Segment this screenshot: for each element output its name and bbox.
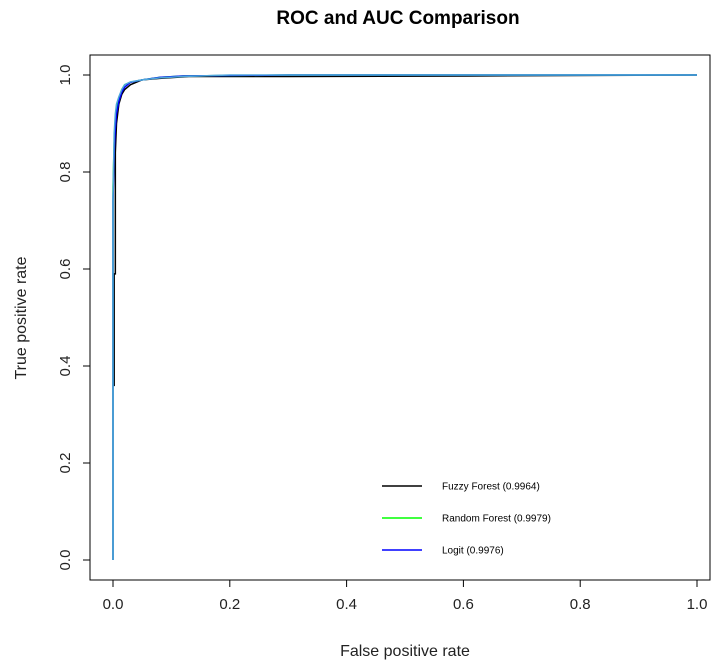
y-axis-label: True positive rate	[13, 256, 30, 379]
plot-area-border	[89, 54, 711, 581]
series-lines	[112, 74, 698, 560]
legend: Fuzzy Forest (0.9964) Random Forest (0.99…	[382, 482, 551, 557]
roc-curve-series-3	[112, 74, 697, 560]
x-axis-label: False positive rate	[340, 643, 470, 660]
y-axis: 0.0 0.2 0.4 0.6 0.8 1.0	[57, 65, 91, 571]
y-tick-label: 0.8	[57, 162, 74, 183]
legend-entry: Logit (0.9976)	[442, 546, 504, 557]
y-tick-label: 0.4	[57, 356, 74, 377]
x-tick-label: 0.0	[103, 596, 124, 613]
legend-entry: Fuzzy Forest (0.9964)	[442, 482, 540, 493]
x-tick-label: 0.6	[453, 596, 474, 613]
x-axis: 0.0 0.2 0.4 0.6 0.8 1.0	[103, 579, 708, 613]
y-tick-label: 1.0	[57, 65, 74, 86]
roc-curve-series-2	[112, 74, 697, 560]
chart-title: ROC and AUC Comparison	[276, 8, 519, 29]
y-tick-label: 0.2	[57, 453, 74, 474]
legend-entry: Random Forest (0.9979)	[442, 514, 551, 525]
x-tick-label: 1.0	[687, 596, 708, 613]
x-tick-label: 0.2	[219, 596, 240, 613]
y-tick-label: 0.6	[57, 259, 74, 280]
y-tick-label: 0.0	[57, 550, 74, 571]
x-tick-label: 0.8	[570, 596, 591, 613]
x-tick-label: 0.4	[336, 596, 357, 613]
roc-curve-series-4	[112, 74, 697, 560]
roc-curve-series-1	[113, 74, 698, 387]
